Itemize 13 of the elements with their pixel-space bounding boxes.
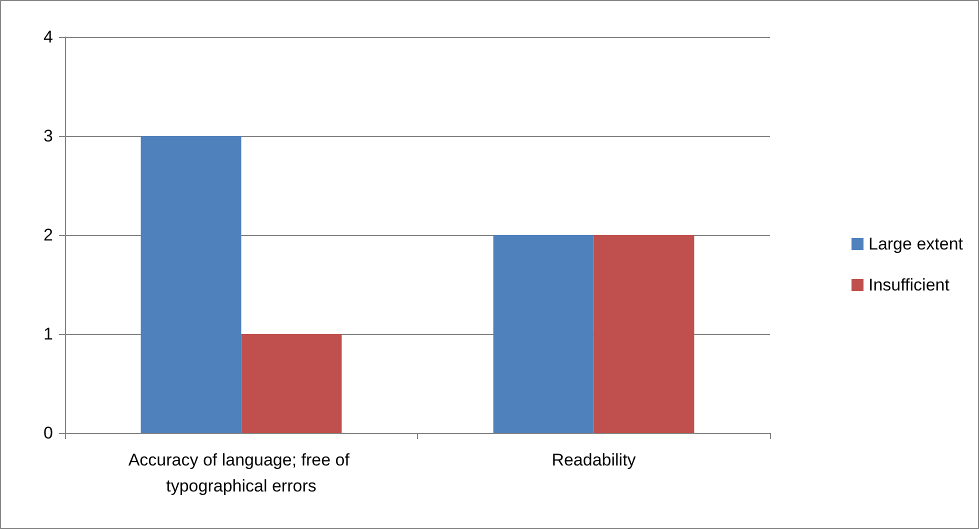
- y-tick-label: 3: [44, 126, 53, 146]
- y-tick-label: 4: [44, 28, 53, 46]
- bar: [594, 235, 694, 433]
- bar: [140, 136, 242, 433]
- legend-label: Insufficient: [868, 276, 950, 294]
- legend-label: Large extent: [868, 234, 964, 254]
- y-tick-label: 0: [44, 424, 53, 442]
- x-tick-label: Accuracy of language; free of typographical errors: [128, 450, 354, 496]
- x-tick-label: Readability: [552, 450, 636, 470]
- y-tick-label: 1: [44, 324, 53, 344]
- y-tick-label: 2: [44, 226, 53, 244]
- bar: [241, 334, 342, 433]
- bar: [493, 235, 594, 433]
